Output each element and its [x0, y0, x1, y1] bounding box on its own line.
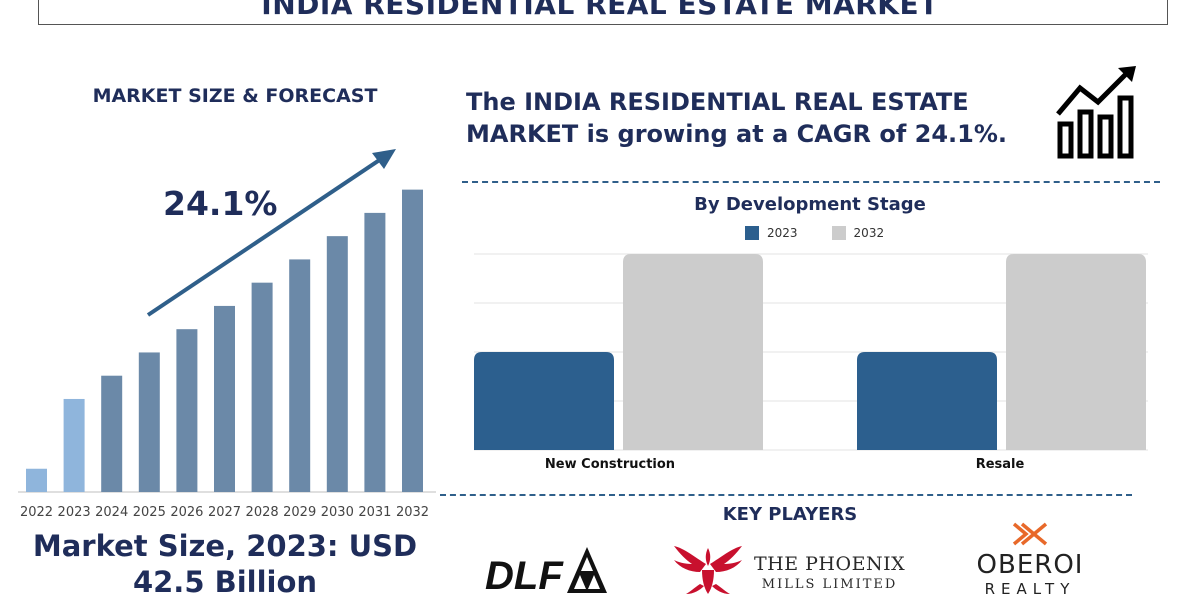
forecast-tick-2030: 2030 — [321, 505, 354, 520]
title-frame — [38, 0, 1168, 25]
stage-bar-new-construction-2032 — [623, 254, 763, 450]
forecast-bar-2029 — [289, 259, 311, 492]
key-players-heading: KEY PLAYERS — [722, 504, 858, 525]
forecast-tick-2029: 2029 — [283, 505, 316, 520]
market-size-heading: MARKET SIZE & FORECAST — [92, 85, 378, 107]
cagr-label: 24.1% — [163, 184, 278, 223]
forecast-bar-chart: 2022 2023 2024 2025 2026 2027 2028 2029 2030 2031… — [18, 149, 436, 520]
stage-chart-legend: 2023 2032 — [745, 226, 918, 240]
legend-swatch-2032 — [831, 226, 846, 240]
dlf-logo-text: DLF — [485, 554, 564, 595]
phoenix-bird-logo — [674, 546, 742, 594]
forecast-bar-2026 — [176, 329, 198, 492]
stage-bar-new-construction-2023 — [474, 352, 614, 450]
forecast-bar-2025 — [138, 352, 160, 492]
forecast-bar-2024 — [101, 375, 123, 492]
stage-bar-resale-2023 — [857, 352, 997, 450]
forecast-tick-2032: 2032 — [396, 505, 429, 520]
headline-line-2: MARKET is growing at a CAGR of 24.1%. — [466, 120, 1008, 148]
section-divider-top — [462, 181, 1160, 183]
stage-bar-chart: New Construction Resale — [474, 253, 1148, 472]
forecast-tick-2031: 2031 — [358, 505, 391, 520]
forecast-bar-2028 — [251, 282, 273, 492]
page-title: INDIA RESIDENTIAL REAL ESTATE MARKET — [261, 0, 939, 21]
forecast-tick-2027: 2027 — [208, 505, 241, 520]
cagr-headline: The INDIA RESIDENTIAL REAL ESTATE MARKET… — [466, 86, 1026, 150]
market-size-text: Market Size, 2023: USD 42.5 Billion — [0, 528, 450, 600]
stage-tick-resale: Resale — [976, 457, 1025, 472]
forecast-bar-2027 — [214, 305, 235, 492]
stage-bar-resale-2032 — [1006, 254, 1146, 450]
dlf-logo: DLF — [485, 547, 607, 595]
oberoi-mark-icon — [1012, 522, 1048, 546]
legend-item-2032: 2032 — [831, 226, 885, 240]
legend-label-2032: 2032 — [853, 226, 885, 240]
growth-chart-icon — [1056, 66, 1136, 159]
stage-chart-title: By Development Stage — [694, 194, 926, 215]
forecast-bar-2022 — [26, 468, 47, 492]
stage-tick-new-construction: New Construction — [545, 457, 675, 472]
forecast-bar-2023 — [63, 398, 85, 492]
forecast-bar-2032 — [402, 189, 423, 492]
forecast-tick-2024: 2024 — [95, 505, 128, 520]
forecast-bar-2030 — [326, 236, 348, 492]
growth-arrow — [146, 149, 396, 317]
oberoi-logo-sub: REALTY — [984, 580, 1076, 598]
forecast-tick-2022: 2022 — [20, 505, 53, 520]
forecast-tick-2028: 2028 — [246, 505, 279, 520]
headline-line-1: The INDIA RESIDENTIAL REAL ESTATE — [466, 88, 969, 116]
oberoi-logo: OBEROI REALTY — [955, 522, 1105, 598]
legend-swatch-2023 — [745, 226, 759, 240]
forecast-tick-2026: 2026 — [170, 505, 203, 520]
forecast-tick-2025: 2025 — [133, 505, 166, 520]
section-divider-bottom — [440, 494, 1132, 496]
market-size-line-2: 42.5 Billion — [132, 565, 318, 599]
forecast-tick-2023: 2023 — [58, 505, 91, 520]
phoenix-logo-name: THE PHOENIX — [754, 553, 906, 575]
phoenix-logo-text: THE PHOENIX MILLS LIMITED — [754, 553, 905, 592]
market-size-line-1: Market Size, 2023: USD — [32, 529, 418, 563]
phoenix-logo-sub: MILLS LIMITED — [761, 577, 898, 592]
forecast-bar-2031 — [364, 212, 386, 492]
legend-item-2023: 2023 — [745, 226, 798, 240]
oberoi-logo-name: OBEROI — [976, 550, 1084, 580]
legend-label-2023: 2023 — [767, 226, 798, 240]
